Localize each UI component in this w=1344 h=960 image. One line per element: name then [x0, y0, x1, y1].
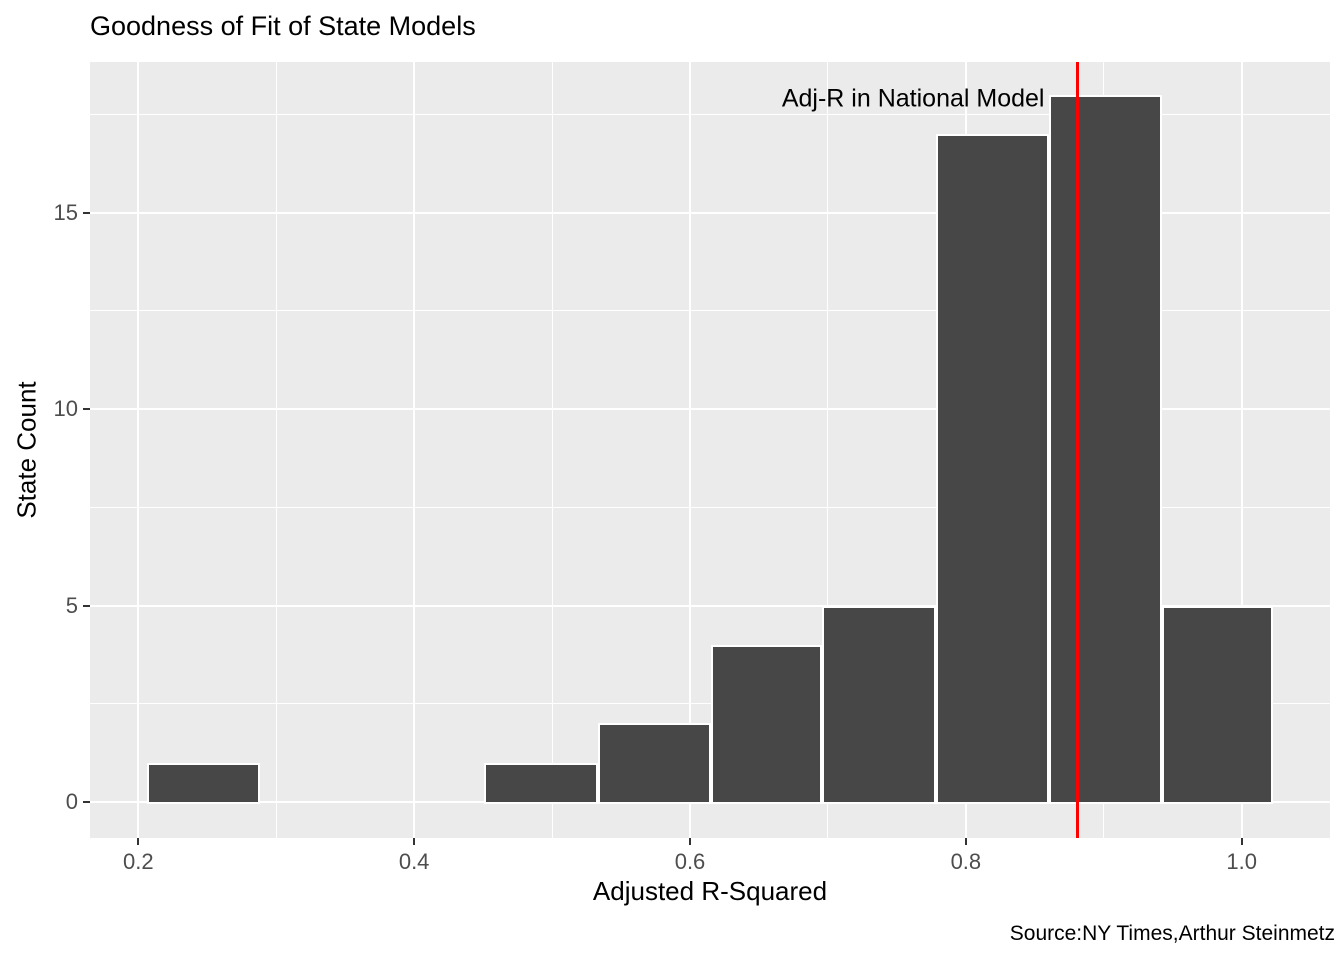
gridline-major-horizontal — [90, 211, 1330, 214]
gridline-major-vertical — [413, 62, 416, 838]
y-axis-tick — [83, 604, 90, 607]
y-tick-label: 15 — [53, 199, 78, 225]
x-axis-title: Adjusted R-Squared — [592, 876, 828, 906]
gridline-minor-vertical — [551, 62, 553, 838]
gridline-major-vertical — [1240, 62, 1243, 838]
gridline-major-horizontal — [90, 408, 1330, 411]
x-axis-tick — [689, 838, 691, 845]
histogram-bar — [1048, 94, 1162, 804]
y-tick-label: 10 — [53, 396, 78, 422]
gridline-minor-vertical — [275, 62, 277, 838]
gridline-major-vertical — [137, 62, 140, 838]
plot-panel — [90, 62, 1330, 838]
x-axis-tick — [964, 838, 967, 845]
gridline-major-horizontal — [90, 604, 1330, 607]
histogram-bar — [146, 762, 260, 804]
y-axis-tick — [83, 408, 90, 411]
histogram-bar — [935, 134, 1049, 804]
x-tick-label: 1.0 — [1226, 849, 1258, 874]
x-axis-tick — [1240, 838, 1243, 845]
histogram-bar — [597, 723, 711, 804]
chart-title: Goodness of Fit of State Models — [90, 11, 476, 41]
y-tick-label: 0 — [65, 788, 78, 814]
histogram-bar — [710, 644, 823, 804]
y-axis-tick — [83, 800, 90, 803]
x-tick-label: 0.6 — [674, 849, 706, 874]
y-axis-tick — [83, 211, 90, 214]
source-caption: Source:NY Times,Arthur Steinmetz — [1009, 922, 1335, 945]
x-axis-tick — [413, 838, 416, 845]
x-tick-label: 0.8 — [950, 849, 982, 874]
x-axis-tick — [137, 838, 140, 845]
x-tick-label: 0.4 — [398, 849, 430, 874]
y-tick-label: 5 — [65, 592, 78, 618]
histogram-bar — [1161, 605, 1274, 804]
vline-annotation-label: Adj-R in National Model — [781, 84, 1045, 113]
gridline-minor-horizontal — [90, 310, 1330, 312]
gridline-major-vertical — [689, 62, 691, 838]
histogram-bar — [484, 762, 598, 804]
histogram-bar — [822, 605, 936, 804]
gridline-minor-horizontal — [90, 114, 1330, 116]
reference-vline — [1076, 62, 1080, 838]
gridline-minor-horizontal — [90, 506, 1330, 508]
x-tick-label: 0.2 — [122, 849, 154, 874]
gridline-minor-vertical — [827, 62, 829, 838]
gridline-minor-horizontal — [90, 703, 1330, 705]
